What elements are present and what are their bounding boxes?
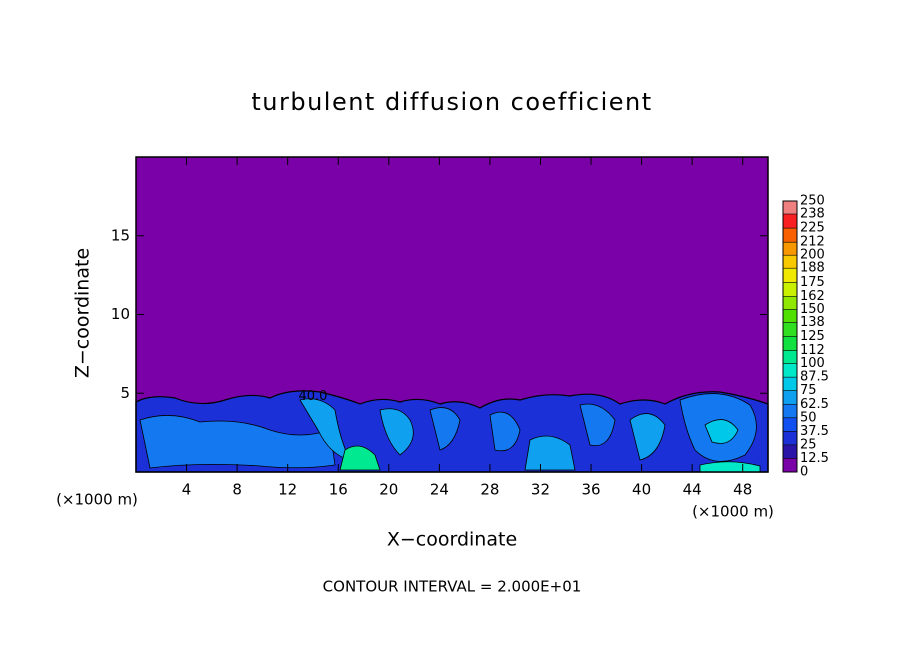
colorbar-band: [783, 282, 797, 297]
colorbar-band: [783, 377, 797, 391]
x-tick-label: 32: [531, 481, 550, 499]
contour-label: 40.0: [298, 389, 327, 404]
colorbar-band: [783, 242, 797, 256]
colorbar-label: 12.5: [800, 451, 829, 466]
colorbar-label: 62.5: [800, 397, 829, 412]
x-tick-label: 48: [733, 481, 752, 499]
colorbar-band: [783, 417, 797, 432]
y-tick-label: 15: [111, 226, 130, 244]
colorbar-label: 25: [800, 437, 817, 452]
colorbar-band: [783, 322, 797, 337]
colorbar-label: 175: [800, 275, 825, 290]
colorbar-label: 75: [800, 383, 817, 398]
x-tick-label: 12: [278, 481, 297, 499]
colorbar-label: 238: [800, 207, 825, 222]
x-tick-label: 28: [480, 481, 499, 499]
colorbar-band: [783, 390, 797, 405]
colorbar-band: [783, 336, 797, 351]
colorbar-band: [783, 431, 797, 445]
x-tick-label: 24: [430, 481, 449, 499]
colorbar-label: 188: [800, 261, 825, 276]
colorbar-band: [783, 214, 797, 229]
colorbar-label: 212: [800, 235, 825, 250]
colorbar-label: 138: [800, 315, 825, 330]
x-tick-label: 4: [182, 481, 192, 499]
colorbar-band: [783, 404, 797, 418]
y-tick-label: 5: [120, 384, 130, 402]
colorbar-band: [783, 201, 797, 215]
colorbar-band: [783, 268, 797, 283]
x-tick-label: 36: [581, 481, 600, 499]
colorbar-label: 112: [800, 343, 825, 358]
colorbar-band: [783, 350, 797, 364]
colorbar-label: 250: [800, 194, 825, 209]
colorbar-label: 200: [800, 248, 825, 263]
y-axis-label: Z−coordinate: [72, 248, 94, 378]
colorbar-label: 162: [800, 289, 825, 304]
x-tick-label: 16: [329, 481, 348, 499]
colorbar-label: 100: [800, 356, 825, 371]
x-tick-label: 40: [632, 481, 651, 499]
colorbar-label: 150: [800, 302, 825, 317]
colorbar-band: [783, 444, 797, 459]
x-tick-label: 44: [683, 481, 702, 499]
colorbar-label: 125: [800, 329, 825, 344]
colorbar-label: 37.5: [800, 424, 829, 439]
colorbar-band: [783, 296, 797, 310]
colorbar-band: [783, 363, 797, 378]
colorbar-label: 225: [800, 221, 825, 236]
x-tick-label: 20: [379, 481, 398, 499]
colorbar-band: [783, 309, 797, 323]
colorbar-label: 50: [800, 410, 817, 425]
y-axis-unit: (×1000 m): [56, 491, 138, 509]
colorbar-band: [783, 255, 797, 269]
x-axis-label: X−coordinate: [387, 529, 517, 551]
x-axis-unit: (×1000 m): [692, 503, 774, 521]
field: [135, 390, 769, 473]
colorbar-label: 87.5: [800, 370, 829, 385]
y-tick-label: 10: [111, 305, 130, 323]
chart-title: turbulent diffusion coefficient: [251, 88, 652, 116]
colorbar-band: [783, 228, 797, 243]
colorbar-label: 0: [800, 465, 808, 480]
footnote: CONTOUR INTERVAL = 2.000E+01: [323, 578, 582, 596]
colorbar-band: [783, 458, 797, 472]
x-tick-label: 8: [232, 481, 242, 499]
